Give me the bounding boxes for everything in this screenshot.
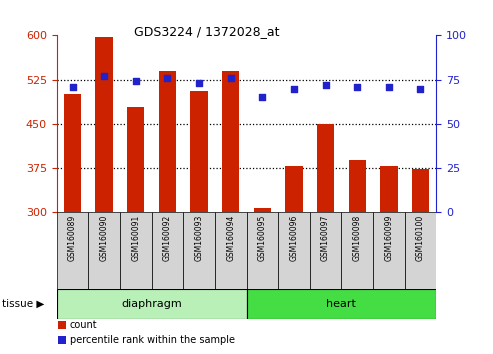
Point [195,80,203,86]
Bar [96,37,113,212]
Point [164,75,172,81]
Text: diaphragm: diaphragm [121,298,182,309]
Bar [64,95,81,212]
Text: GSM160098: GSM160098 [352,215,362,261]
Bar [183,212,215,289]
Bar [159,71,176,212]
Text: GSM160100: GSM160100 [416,215,425,261]
Text: GSM160092: GSM160092 [163,215,172,261]
Bar [88,212,120,289]
Point [258,95,266,100]
Bar [310,212,341,289]
Point [69,84,76,90]
Bar [380,166,397,212]
Bar [317,124,334,212]
Bar [246,212,278,289]
Bar [222,71,240,212]
Bar [405,212,436,289]
Text: GSM160089: GSM160089 [68,215,77,261]
Bar [278,212,310,289]
Bar [349,160,366,212]
Point [227,75,235,81]
Text: tissue ▶: tissue ▶ [2,298,45,309]
Bar [152,212,183,289]
Bar [373,212,405,289]
Bar [341,212,373,289]
Text: GDS3224 / 1372028_at: GDS3224 / 1372028_at [134,25,280,38]
Text: GSM160097: GSM160097 [321,215,330,261]
Text: GSM160093: GSM160093 [195,215,204,261]
Text: heart: heart [326,298,356,309]
Text: GSM160090: GSM160090 [100,215,108,261]
Text: GSM160095: GSM160095 [258,215,267,261]
Bar [215,212,246,289]
Legend: count, percentile rank within the sample: count, percentile rank within the sample [54,316,239,349]
Bar [57,289,246,319]
Point [353,84,361,90]
Bar [57,212,88,289]
Point [132,79,140,84]
Bar [253,208,271,212]
Text: GSM160099: GSM160099 [385,215,393,261]
Bar [127,107,144,212]
Point [290,86,298,91]
Text: GSM160096: GSM160096 [289,215,298,261]
Bar [285,166,303,212]
Point [321,82,329,88]
Point [385,84,393,90]
Bar [412,169,429,212]
Point [417,86,424,91]
Text: GSM160091: GSM160091 [131,215,141,261]
Point [100,73,108,79]
Bar [190,91,208,212]
Bar [120,212,152,289]
Text: GSM160094: GSM160094 [226,215,235,261]
Bar [246,289,436,319]
